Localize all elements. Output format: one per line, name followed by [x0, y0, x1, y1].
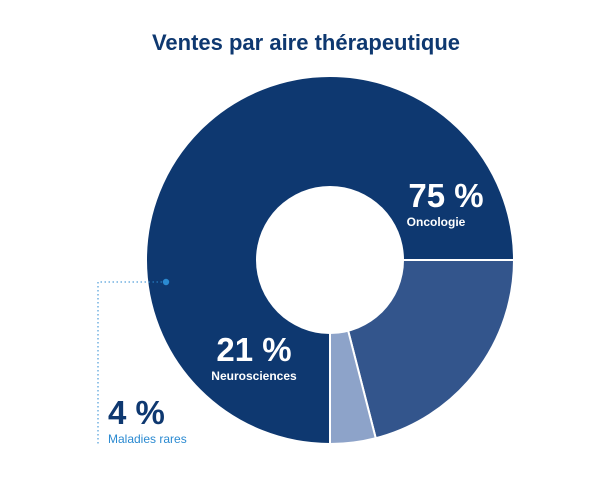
slice-value-label-neurosciences: 21 %: [216, 331, 291, 368]
chart-title: Ventes par aire thérapeutique: [152, 30, 460, 55]
donut-hole: [256, 186, 404, 334]
slice-value-label-oncologie: 75 %: [408, 177, 483, 214]
slice-category-label-neurosciences: Neurosciences: [211, 369, 297, 383]
slice-category-label-maladies-rares: Maladies rares: [108, 432, 187, 446]
callout-dot: [162, 278, 170, 286]
slice-value-label-maladies-rares: 4 %: [108, 394, 165, 431]
slice-oncologie: [145, 75, 515, 445]
callout-line: [97, 281, 166, 446]
slice-category-label-oncologie: Oncologie: [407, 215, 466, 229]
